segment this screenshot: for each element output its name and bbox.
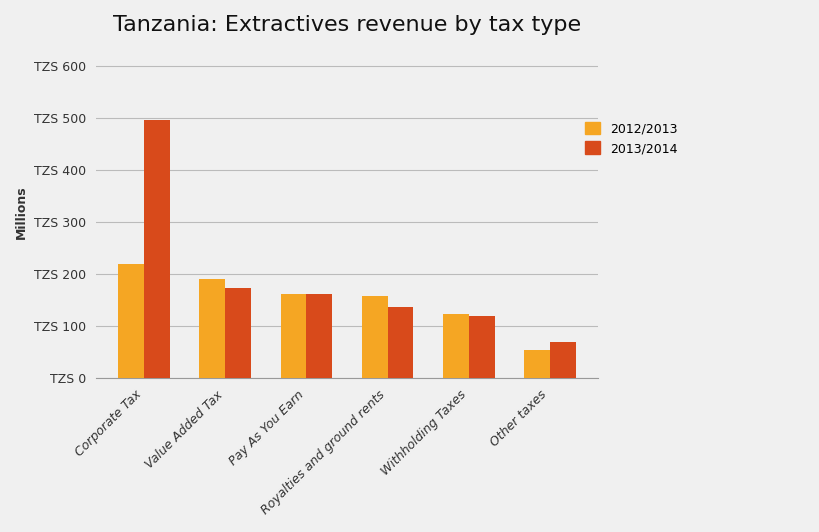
Bar (523, 350, 549, 378)
Y-axis label: Millions: Millions (15, 185, 28, 238)
Bar (199, 279, 225, 378)
Bar (442, 314, 468, 378)
Bar (144, 120, 170, 378)
Bar (280, 294, 306, 378)
Bar (468, 316, 494, 378)
Bar (225, 288, 251, 378)
Title: Tanzania: Extractives revenue by tax type: Tanzania: Extractives revenue by tax typ… (113, 15, 581, 35)
Bar (306, 294, 332, 378)
Legend: 2012/2013, 2013/2014: 2012/2013, 2013/2014 (580, 117, 682, 160)
Bar (387, 306, 413, 378)
Bar (118, 264, 144, 378)
Bar (549, 342, 575, 378)
Bar (361, 296, 387, 378)
